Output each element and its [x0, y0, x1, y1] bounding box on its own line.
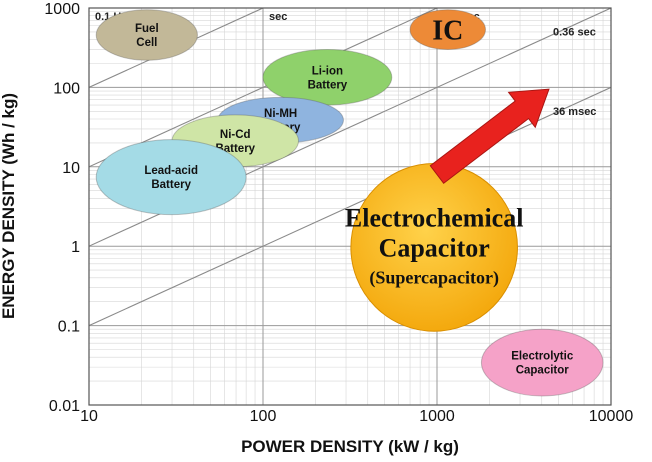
region-ellipse — [409, 9, 487, 51]
region-label: Battery — [308, 79, 348, 91]
iso-time-line — [89, 8, 265, 89]
iso-time-line — [89, 86, 611, 327]
plot-frame — [88, 7, 612, 406]
x-axis-title: POWER DENSITY (kW / kg) — [241, 437, 459, 456]
iso-time-label: sec — [269, 11, 287, 23]
region-label: Ni-Cd — [220, 129, 251, 141]
region-ellipse — [95, 139, 247, 216]
region-ellipse — [95, 9, 198, 61]
y-tick-label: 0.01 — [49, 398, 80, 415]
iso-time-label: 0.36 sec — [553, 27, 596, 39]
x-tick-labels: 10 100 1000 10000 — [80, 408, 633, 425]
region-label: Cell — [136, 37, 157, 49]
y-tick-label: 1 — [71, 239, 80, 256]
region-ellipse — [480, 328, 604, 397]
y-axis-title: ENERGY DENSITY (Wh / kg) — [0, 93, 18, 319]
region-label: Battery — [151, 179, 191, 191]
x-tick-label: 10000 — [589, 408, 634, 425]
x-tick-label: 100 — [250, 408, 277, 425]
region-label: Lead-acid — [144, 165, 198, 177]
iso-time-label: 36 msec — [553, 106, 596, 118]
region-label: Fuel — [135, 23, 159, 35]
region-label: Ni-MH — [264, 108, 297, 120]
iso-time-line — [89, 8, 611, 247]
region-label: Capacitor — [379, 233, 490, 262]
regions: FuelCellLi-ionBatteryNi-MHBatteryNi-CdBa… — [95, 9, 604, 397]
arrow-layer — [429, 88, 550, 184]
region-label: (Supercapacitor) — [369, 268, 499, 289]
growth-arrow — [429, 88, 550, 184]
y-tick-label: 10 — [62, 160, 80, 177]
y-tick-label: 100 — [53, 80, 80, 97]
y-tick-label: 0.1 — [58, 319, 80, 336]
region-label: Electrolytic — [511, 351, 574, 363]
x-tick-label: 1000 — [419, 408, 455, 425]
y-tick-label: 1000 — [44, 1, 80, 18]
region-label: Li-ion — [312, 65, 343, 77]
region-label: IC — [432, 15, 463, 46]
region-label: Electrochemical — [345, 203, 524, 232]
y-tick-labels: 1000 100 10 1 0.1 0.01 — [44, 1, 80, 415]
region-label: Capacitor — [516, 365, 570, 377]
x-tick-label: 10 — [80, 408, 98, 425]
